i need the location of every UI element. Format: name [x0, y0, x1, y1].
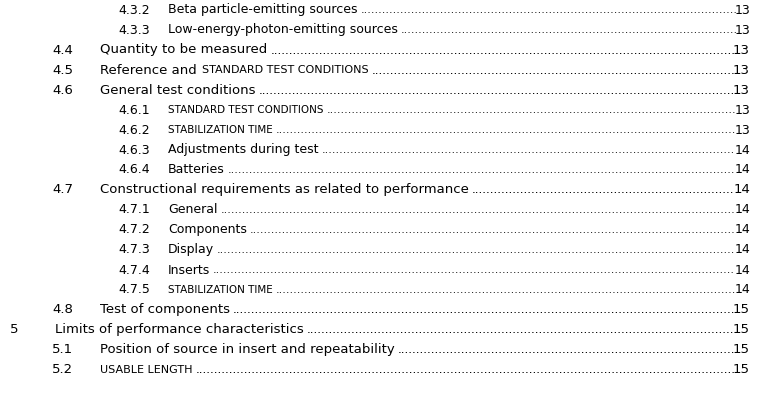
Text: ................................................................................: ........................................… — [307, 323, 738, 336]
Text: ................................................................................: ........................................… — [398, 343, 735, 356]
Text: 14: 14 — [734, 223, 750, 236]
Text: ................................................................................: ........................................… — [196, 363, 735, 375]
Text: 5: 5 — [10, 323, 18, 336]
Text: 4.6.4: 4.6.4 — [118, 163, 150, 176]
Text: 5.2: 5.2 — [52, 363, 73, 375]
Text: 13: 13 — [734, 103, 750, 116]
Text: Batteries: Batteries — [168, 163, 224, 176]
Text: 14: 14 — [734, 283, 750, 296]
Text: 4.8: 4.8 — [52, 303, 73, 316]
Text: STABILIZATION TIME: STABILIZATION TIME — [168, 284, 272, 294]
Text: 14: 14 — [734, 143, 750, 156]
Text: ................................................................................: ........................................… — [275, 125, 736, 135]
Text: 14: 14 — [734, 263, 750, 276]
Text: 4.7.4: 4.7.4 — [118, 263, 150, 276]
Text: 14: 14 — [734, 243, 750, 256]
Text: 15: 15 — [733, 323, 750, 336]
Text: Components: Components — [168, 223, 247, 236]
Text: ................................................................................: ........................................… — [321, 145, 735, 155]
Text: 4.4: 4.4 — [52, 43, 73, 56]
Text: Reference and: Reference and — [100, 63, 201, 76]
Text: Beta particle-emitting sources: Beta particle-emitting sources — [168, 4, 358, 16]
Text: Inserts: Inserts — [168, 263, 210, 276]
Text: 14: 14 — [734, 203, 750, 216]
Text: STANDARD TEST CONDITIONS: STANDARD TEST CONDITIONS — [168, 105, 323, 115]
Text: Display: Display — [168, 243, 214, 256]
Text: ................................................................................: ........................................… — [401, 25, 738, 35]
Text: ................................................................................: ........................................… — [270, 43, 735, 56]
Text: Test of components: Test of components — [100, 303, 230, 316]
Text: Position of source in insert and repeatability: Position of source in insert and repeata… — [100, 343, 395, 356]
Text: General test conditions: General test conditions — [100, 83, 256, 96]
Text: ................................................................................: ........................................… — [221, 204, 735, 214]
Text: 13: 13 — [733, 43, 750, 56]
Text: 13: 13 — [734, 4, 750, 16]
Text: ................................................................................: ........................................… — [361, 5, 737, 15]
Text: 4.6.1: 4.6.1 — [118, 103, 150, 116]
Text: 15: 15 — [733, 363, 750, 375]
Text: STABILIZATION TIME: STABILIZATION TIME — [168, 125, 272, 135]
Text: ................................................................................: ........................................… — [259, 83, 735, 96]
Text: 4.7.2: 4.7.2 — [118, 223, 150, 236]
Text: 13: 13 — [733, 63, 750, 76]
Text: 14: 14 — [733, 183, 750, 196]
Text: ................................................................................: ........................................… — [228, 164, 735, 175]
Text: ................................................................................: ........................................… — [233, 303, 735, 316]
Text: ................................................................................: ........................................… — [213, 264, 735, 274]
Text: Limits of performance characteristics: Limits of performance characteristics — [55, 323, 304, 336]
Text: 13: 13 — [734, 123, 750, 136]
Text: General: General — [168, 203, 218, 216]
Text: 4.7: 4.7 — [52, 183, 73, 196]
Text: 4.7.5: 4.7.5 — [118, 283, 150, 296]
Text: 4.3.3: 4.3.3 — [118, 23, 150, 36]
Text: 5.1: 5.1 — [52, 343, 73, 356]
Text: ................................................................................: ........................................… — [250, 225, 736, 234]
Text: 15: 15 — [733, 303, 750, 316]
Text: 4.5: 4.5 — [52, 63, 73, 76]
Text: 13: 13 — [733, 83, 750, 96]
Text: Constructional requirements as related to performance: Constructional requirements as related t… — [100, 183, 469, 196]
Text: ................................................................................: ........................................… — [275, 284, 736, 294]
Text: 15: 15 — [733, 343, 750, 356]
Text: 4.6: 4.6 — [52, 83, 73, 96]
Text: Quantity to be measured: Quantity to be measured — [100, 43, 267, 56]
Text: 4.6.3: 4.6.3 — [118, 143, 150, 156]
Text: ................................................................................: ........................................… — [326, 105, 736, 115]
Text: Adjustments during test: Adjustments during test — [168, 143, 319, 156]
Text: ................................................................................: ........................................… — [217, 245, 735, 254]
Text: 13: 13 — [734, 23, 750, 36]
Text: Low-energy-photon-emitting sources: Low-energy-photon-emitting sources — [168, 23, 398, 36]
Text: ......................................................................: ........................................… — [472, 183, 734, 196]
Text: 4.6.2: 4.6.2 — [118, 123, 150, 136]
Text: STANDARD TEST CONDITIONS: STANDARD TEST CONDITIONS — [202, 65, 368, 75]
Text: 4.7.1: 4.7.1 — [118, 203, 150, 216]
Text: 14: 14 — [734, 163, 750, 176]
Text: ................................................................................: ........................................… — [371, 63, 735, 76]
Text: 4.3.2: 4.3.2 — [118, 4, 150, 16]
Text: USABLE LENGTH: USABLE LENGTH — [100, 364, 193, 374]
Text: 4.7.3: 4.7.3 — [118, 243, 150, 256]
